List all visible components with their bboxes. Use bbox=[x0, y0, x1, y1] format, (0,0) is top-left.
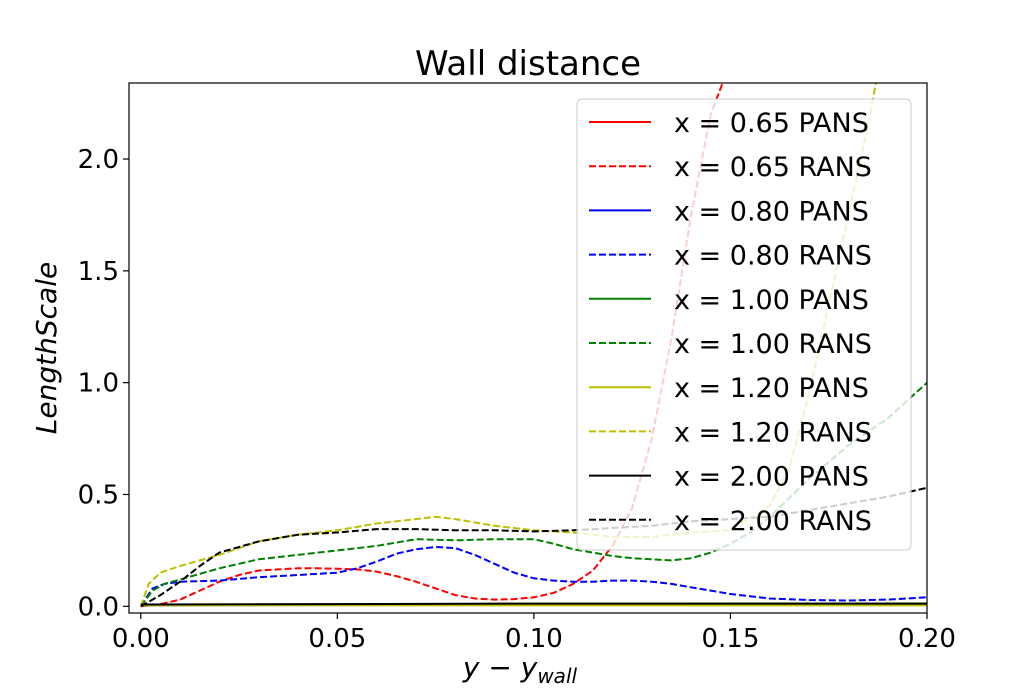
legend-label: x = 1.20 RANS bbox=[674, 417, 872, 448]
legend: x = 0.65 PANS x = 0.65 RANS x = 0.80 PANS x… bbox=[576, 98, 912, 551]
legend-label: x = 1.20 PANS bbox=[674, 373, 869, 404]
y-tick-label: 0.5 bbox=[78, 480, 119, 510]
legend-label: x = 0.65 PANS bbox=[674, 108, 869, 139]
chart-title: Wall distance bbox=[415, 44, 641, 84]
legend-box bbox=[576, 98, 912, 551]
x-tick-label: 0.00 bbox=[112, 624, 170, 654]
x-axis-label: y − ywall bbox=[462, 651, 578, 688]
legend-label: x = 2.00 RANS bbox=[674, 506, 872, 537]
y-tick-label: 0.0 bbox=[78, 592, 119, 622]
legend-label: x = 1.00 RANS bbox=[674, 329, 872, 360]
axes: 0.00 0.05 0.10 0.15 0.20 0.0 0.5 1.0 1.5 2.0 bbox=[78, 145, 956, 654]
y-axis-ticks: 0.0 0.5 1.0 1.5 2.0 bbox=[78, 145, 129, 622]
x-axis-label-main: y − y bbox=[462, 651, 538, 684]
y-axis-label: LengthScale bbox=[30, 262, 63, 434]
x-tick-label: 0.15 bbox=[702, 624, 760, 654]
legend-label: x = 0.80 PANS bbox=[674, 196, 869, 227]
y-tick-label: 2.0 bbox=[78, 145, 119, 175]
legend-label: x = 0.65 RANS bbox=[674, 152, 872, 183]
y-tick-label: 1.5 bbox=[78, 257, 119, 287]
plot-frame bbox=[128, 82, 928, 614]
legend-label: x = 0.80 RANS bbox=[674, 241, 872, 272]
legend-label: x = 1.00 PANS bbox=[674, 285, 869, 316]
y-tick-label: 1.0 bbox=[78, 369, 119, 399]
series-line-9 bbox=[140, 602, 927, 606]
legend-label: x = 2.00 PANS bbox=[674, 462, 869, 493]
x-tick-label: 0.20 bbox=[898, 624, 956, 654]
x-axis-ticks: 0.00 0.05 0.10 0.15 0.20 bbox=[112, 613, 956, 654]
legend-items: x = 0.65 PANS x = 0.65 RANS x = 0.80 PANS x… bbox=[589, 108, 872, 537]
x-tick-label: 0.10 bbox=[505, 624, 563, 654]
x-axis-label-subscript: wall bbox=[537, 664, 577, 688]
series-line-4 bbox=[139, 546, 927, 607]
x-tick-label: 0.05 bbox=[308, 624, 366, 654]
